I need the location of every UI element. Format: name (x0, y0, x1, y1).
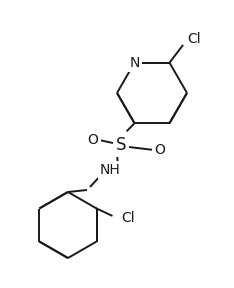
Text: O: O (88, 133, 99, 147)
Text: O: O (155, 143, 165, 157)
Text: N: N (129, 56, 140, 70)
Text: Cl: Cl (187, 32, 201, 46)
Text: S: S (116, 136, 126, 154)
Text: Cl: Cl (122, 211, 135, 226)
Text: NH: NH (100, 163, 120, 177)
